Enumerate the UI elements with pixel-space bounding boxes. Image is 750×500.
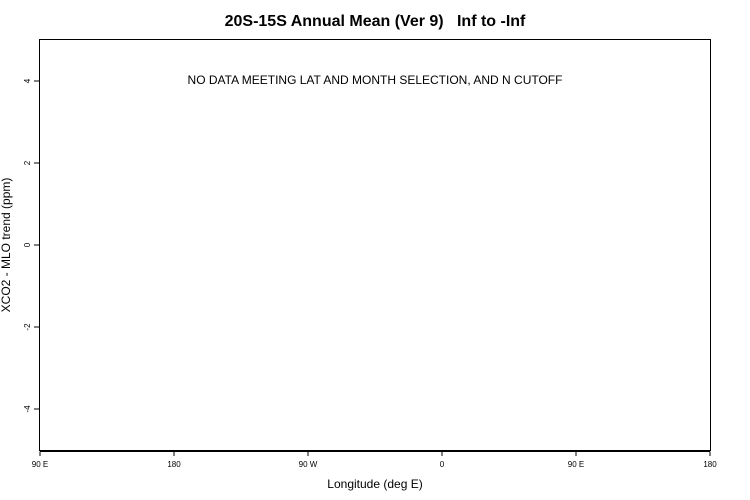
y-tick-label: -4 (23, 405, 32, 413)
y-axis-label: XCO2 - MLO trend (ppm) (0, 178, 13, 313)
y-tick-label: 4 (23, 78, 32, 83)
x-axis-label: Longitude (deg E) (327, 477, 422, 491)
chart-title: 20S-15S Annual Mean (Ver 9) Inf to -Inf (225, 13, 526, 30)
x-axis: 90 E 180 90 W 0 90 E 180 (32, 451, 717, 469)
y-axis: 4 2 0 -2 -4 (23, 78, 40, 413)
x-tick-label: 90 E (568, 460, 584, 469)
x-tick-label: 180 (703, 460, 717, 469)
no-data-annotation: NO DATA MEETING LAT AND MONTH SELECTION,… (188, 73, 563, 87)
y-tick-label: 0 (23, 242, 32, 247)
plot-frame (39, 39, 711, 451)
x-tick-label: 90 E (32, 460, 48, 469)
y-tick-label: -2 (23, 323, 32, 331)
x-tick-label: 0 (440, 460, 445, 469)
y-tick-label: 2 (23, 160, 32, 165)
x-tick-label: 90 W (299, 460, 318, 469)
x-tick-label: 180 (167, 460, 181, 469)
